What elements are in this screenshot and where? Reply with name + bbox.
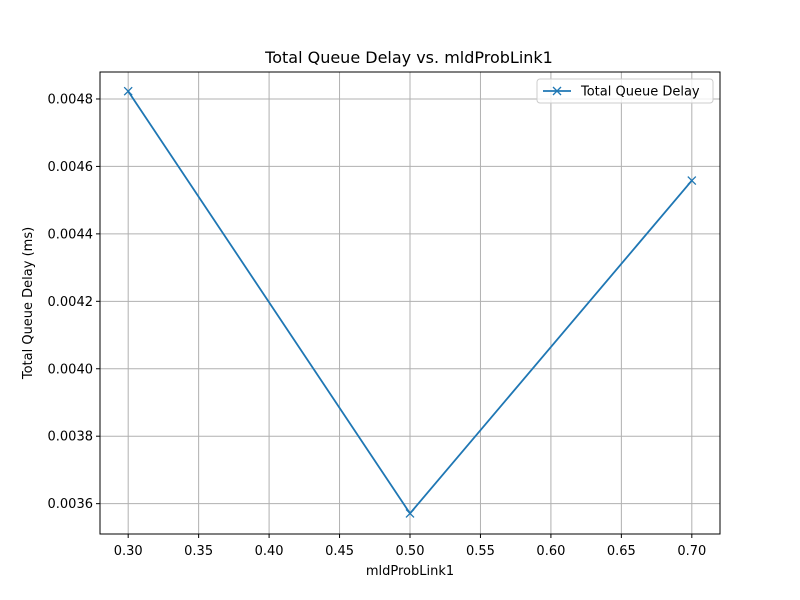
y-tick-label: 0.0038 <box>48 430 94 445</box>
x-axis-title: mldProbLink1 <box>366 564 454 579</box>
legend: Total Queue Delay <box>536 78 714 104</box>
data-point-marker <box>405 508 415 518</box>
y-tick-label: 0.0040 <box>48 362 94 377</box>
x-tick-label: 0.70 <box>677 544 706 559</box>
legend-label: Total Queue Delay <box>580 85 700 100</box>
marker-stroke <box>405 508 415 518</box>
y-tick-label: 0.0044 <box>48 227 94 242</box>
chart-title: Total Queue Delay vs. mldProbLink1 <box>264 48 553 67</box>
x-tick-label: 0.60 <box>536 544 565 559</box>
marker-stroke <box>123 86 133 96</box>
y-tick-label: 0.0042 <box>48 295 94 310</box>
legend-marker-stroke <box>552 86 562 96</box>
data-point-marker <box>123 86 133 96</box>
y-tick-label: 0.0046 <box>48 160 94 175</box>
x-tick-label: 0.45 <box>325 544 354 559</box>
grid <box>100 72 720 534</box>
x-tick-label: 0.55 <box>466 544 495 559</box>
x-tick-label: 0.35 <box>184 544 213 559</box>
x-tick-label: 0.40 <box>255 544 284 559</box>
y-tick-label: 0.0036 <box>48 497 94 512</box>
series-layer <box>123 86 697 518</box>
x-axis: 0.30 0.35 0.40 0.45 0.50 0.55 0.60 0.65 0.70 <box>114 534 706 559</box>
legend-box <box>536 78 714 104</box>
y-tick-label: 0.0048 <box>48 92 94 107</box>
x-tick-label: 0.65 <box>607 544 636 559</box>
y-axis-title: Total Queue Delay (ms) <box>21 227 36 380</box>
data-point-marker <box>687 176 697 186</box>
y-axis: 0.0036 0.0038 0.0040 0.0042 0.0044 0.0046 0.00… <box>48 92 100 512</box>
x-tick-label: 0.50 <box>396 544 425 559</box>
x-tick-label: 0.30 <box>114 544 143 559</box>
marker-stroke <box>687 176 697 186</box>
